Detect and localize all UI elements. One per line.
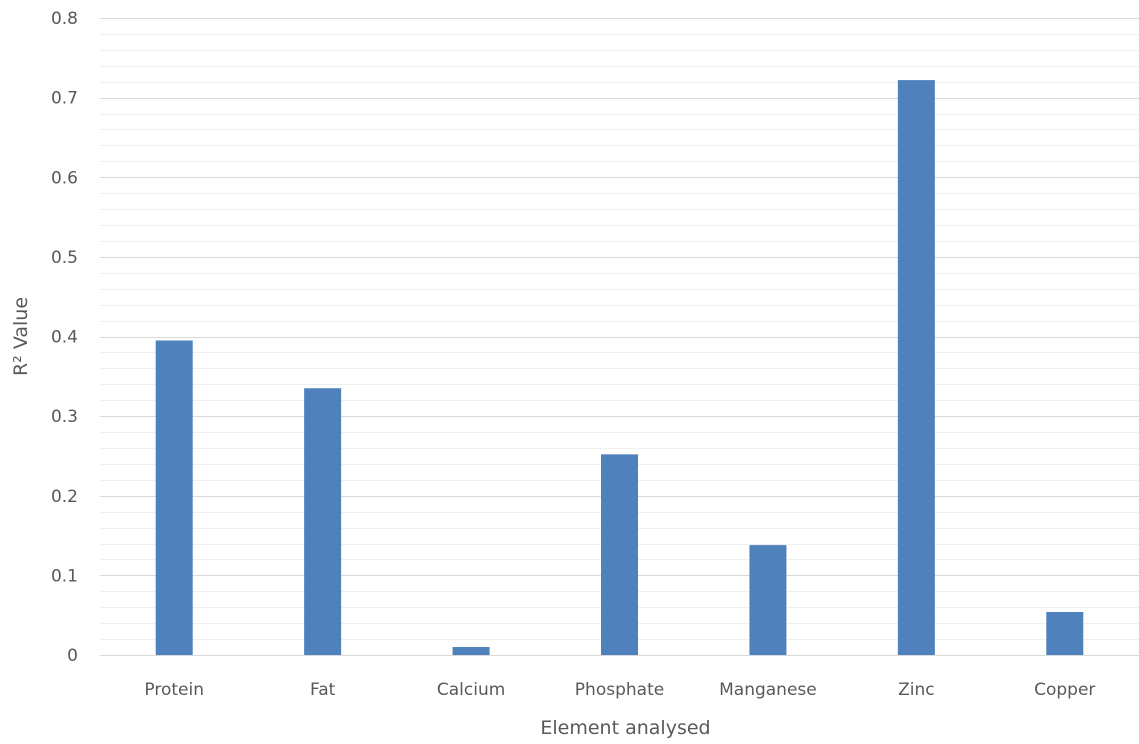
bar-copper (1046, 612, 1084, 655)
x-tick-label: Fat (310, 680, 336, 700)
y-axis-tick-labels: 0 0.1 0.2 0.3 0.4 0.5 0.6 0.7 0.8 (51, 9, 78, 666)
y-tick-label: 0.3 (51, 407, 78, 427)
x-tick-label: Calcium (437, 680, 505, 700)
bar-protein (155, 340, 193, 655)
x-axis-title: Element analysed (540, 717, 710, 739)
y-tick-label: 0.8 (51, 9, 78, 29)
x-tick-label: Protein (144, 680, 204, 700)
y-tick-label: 0.4 (51, 328, 78, 348)
y-tick-label: 0 (67, 646, 78, 666)
y-tick-label: 0.1 (51, 566, 78, 586)
x-tick-label: Copper (1034, 680, 1095, 700)
bars (155, 80, 1084, 656)
minor-gridlines (100, 34, 1139, 640)
x-tick-label: Zinc (898, 680, 935, 700)
x-axis-tick-labels: Protein Fat Calcium Phosphate Manganese Zinc C… (144, 680, 1095, 700)
bar-zinc (897, 80, 935, 656)
bar-phosphate (601, 454, 638, 655)
y-axis-title: R² Value (10, 297, 32, 376)
y-tick-label: 0.6 (51, 168, 78, 188)
bar-calcium (452, 647, 490, 655)
y-tick-label: 0.7 (51, 89, 78, 109)
x-tick-label: Manganese (719, 680, 817, 700)
x-tick-label: Phosphate (575, 680, 664, 700)
bar-fat (304, 388, 342, 655)
y-tick-label: 0.5 (51, 248, 78, 268)
y-tick-label: 0.2 (51, 487, 78, 507)
bar-manganese (749, 545, 787, 655)
